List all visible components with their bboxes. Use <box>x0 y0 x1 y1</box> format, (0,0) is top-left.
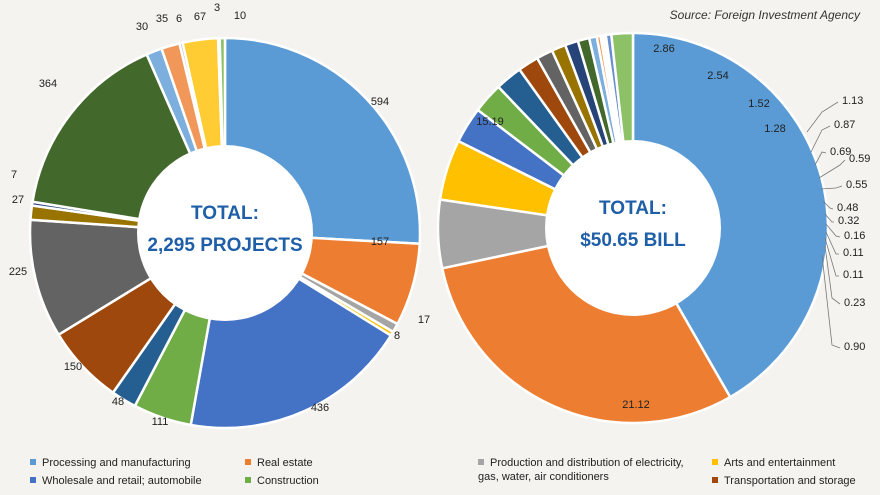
slice-label: 111 <box>152 416 169 428</box>
legend-item: Transportation and storage <box>712 474 856 488</box>
leader-line <box>821 254 841 349</box>
legend-swatch <box>478 459 484 465</box>
slice-label: 1.13 <box>842 95 863 107</box>
slice-label: 30 <box>136 21 148 33</box>
leader-line <box>825 223 841 238</box>
slice-label: 364 <box>39 78 57 90</box>
leader-line <box>824 213 834 223</box>
legend-label: Wholesale and retail; automobile <box>42 475 202 487</box>
slice-label: 0.11 <box>843 269 864 281</box>
slice-label: 150 <box>64 361 82 373</box>
leader-line <box>824 237 839 277</box>
slice-label: 17 <box>418 314 430 326</box>
legend-label: Construction <box>257 475 319 487</box>
slice-label: 436 <box>311 402 329 414</box>
legend-swatch <box>712 477 718 483</box>
legend: Processing and manufacturing Real estate… <box>0 450 880 495</box>
legend-item: Wholesale and retail; automobile <box>30 474 202 488</box>
slice-label: 0.59 <box>849 153 870 165</box>
slice-label: 21.12 <box>622 399 650 411</box>
center-label: TOTAL: <box>599 198 667 219</box>
leader-line <box>825 231 839 255</box>
leader-line <box>806 101 839 133</box>
pie-chart-1: TOTAL: 2,295 PROJECTS 594 157 17 8 436 111 48 150… <box>9 2 430 430</box>
leader-line <box>824 245 841 305</box>
center-label: TOTAL: <box>191 203 259 224</box>
legend-label: Real estate <box>257 457 313 469</box>
slice-label: 0.87 <box>834 119 855 131</box>
legend-swatch <box>30 459 36 465</box>
slice-label: 0.16 <box>844 230 865 242</box>
slice-label: 0.11 <box>843 247 864 259</box>
slice-label: 0.32 <box>838 215 859 227</box>
slice-label: 2.86 <box>653 43 674 55</box>
slice-label: 0.55 <box>846 179 867 191</box>
slice-label: 0.48 <box>837 202 858 214</box>
center-hole <box>545 140 721 316</box>
legend-item: Arts and entertainment <box>712 456 835 470</box>
pie-chart-2: TOTAL: $50.65 BILL 21.12 15.19 2.86 2.54 1.52 1… <box>436 31 870 425</box>
leader-line <box>814 151 827 166</box>
leader-line <box>818 159 846 179</box>
slice-label: 0.69 <box>830 146 851 158</box>
slice-label: 48 <box>112 396 124 408</box>
slice-label: 1.28 <box>764 123 785 135</box>
slice-label: 35 <box>156 13 168 25</box>
slice-label: 2.54 <box>707 70 728 82</box>
legend-swatch <box>245 459 251 465</box>
slice-label: 0.23 <box>844 297 865 309</box>
slice-label: 225 <box>9 266 27 278</box>
leader-line <box>820 185 843 190</box>
legend-swatch <box>30 477 36 483</box>
legend-item: Production and distribution of electrici… <box>478 456 693 484</box>
legend-label: Transportation and storage <box>724 475 856 487</box>
legend-item: Processing and manufacturing <box>30 456 191 470</box>
leader-line <box>822 200 834 210</box>
slice-label: 0.90 <box>844 341 865 353</box>
leader-line <box>810 125 831 153</box>
slice-label: 594 <box>371 96 389 108</box>
slice-label: 157 <box>371 236 389 248</box>
legend-swatch <box>245 477 251 483</box>
slice-label: 8 <box>394 330 400 342</box>
center-label: 2,295 PROJECTS <box>147 235 302 256</box>
slice-label: 27 <box>12 194 24 206</box>
pie-slice <box>631 31 830 399</box>
slice-label: 6 <box>176 13 182 25</box>
slice-label: 1.52 <box>748 98 769 110</box>
legend-swatch <box>712 459 718 465</box>
legend-item: Real estate <box>245 456 313 470</box>
slice-label: 67 <box>194 11 206 23</box>
center-label: $50.65 BILL <box>580 230 686 251</box>
legend-label: Arts and entertainment <box>724 457 836 469</box>
slice-label: 15.19 <box>476 116 504 128</box>
legend-item: Construction <box>245 474 319 488</box>
source-note: Source: Foreign Investment Agency <box>669 8 860 22</box>
slice-label: 10 <box>234 10 246 22</box>
slice-label: 7 <box>11 169 17 181</box>
center-hole <box>137 145 313 321</box>
slice-label: 3 <box>214 2 220 14</box>
legend-label: Production and distribution of electrici… <box>478 457 684 483</box>
legend-label: Processing and manufacturing <box>42 457 191 469</box>
